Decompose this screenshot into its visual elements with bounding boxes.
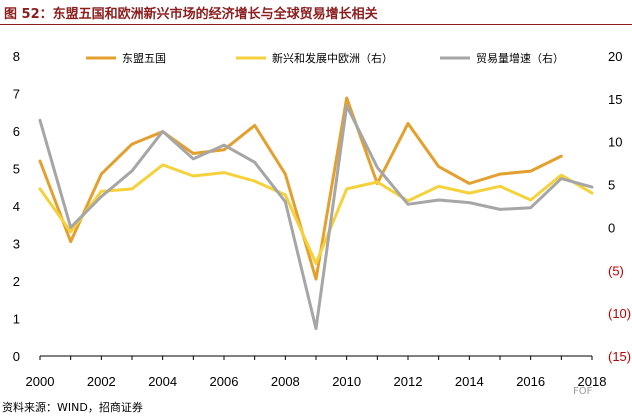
x-tick-label: 2004 [148, 374, 177, 389]
y-right-tick-label: (15) [608, 349, 631, 364]
figure-title: 图 52：东盟五国和欧洲新兴市场的经济增长与全球贸易增长相关 [4, 7, 378, 22]
y-right-tick-label: 10 [608, 135, 622, 150]
x-tick-label: 2016 [516, 374, 545, 389]
x-tick-label: 2018 [578, 374, 607, 389]
y-right-tick-label: (10) [608, 306, 631, 321]
y-right-tick-label: 15 [608, 92, 622, 107]
y-left-tick-label: 2 [13, 274, 20, 289]
legend-label-1: 东盟五国 [122, 52, 166, 65]
x-tick-label: 2014 [455, 374, 484, 389]
y-right-tick-label: 5 [608, 178, 615, 193]
y-right-tick-label: (5) [608, 263, 624, 278]
legend-label-2: 新兴和发展中欧洲（右） [272, 51, 393, 65]
legend-label-3: 贸易量增速（右） [476, 51, 564, 65]
line-chart: 0 1 2 3 4 5 6 7 8 (15) (10) (5) 0 5 10 15 20 2000 2002 2004… [13, 49, 631, 389]
chart-tick-labels: 0 1 2 3 4 5 6 7 8 (15) (10) (5) 0 5 10 15 20 2000 2002 2004… [13, 49, 631, 389]
series-line-2 [38, 163, 594, 265]
y-left-tick-label: 8 [13, 49, 20, 64]
x-tick-label: 2010 [332, 374, 361, 389]
y-left-tick-label: 0 [13, 349, 20, 364]
chart-legend: 东盟五国 新兴和发展中欧洲（右） 贸易量增速（右） [86, 51, 564, 65]
y-left-tick-label: 5 [13, 162, 20, 177]
title-underline [0, 24, 632, 25]
y-right-tick-label: 0 [608, 220, 615, 235]
series-line-3 [38, 104, 594, 331]
chart-axes [39, 355, 593, 360]
x-tick-label: 2000 [26, 374, 55, 389]
chart-series [38, 96, 594, 331]
source-note: 资料来源：WIND，招商证券 [2, 401, 143, 414]
y-left-tick-label: 4 [13, 199, 20, 214]
x-tick-label: 2008 [271, 374, 300, 389]
watermark: FOF [573, 386, 593, 397]
y-left-tick-label: 7 [13, 87, 20, 102]
x-tick-label: 2012 [394, 374, 423, 389]
y-left-tick-label: 6 [13, 124, 20, 139]
y-right-tick-label: 20 [608, 49, 622, 64]
x-tick-label: 2002 [87, 374, 116, 389]
y-left-tick-label: 1 [13, 312, 20, 327]
y-left-tick-label: 3 [13, 237, 20, 252]
x-tick-label: 2006 [210, 374, 239, 389]
